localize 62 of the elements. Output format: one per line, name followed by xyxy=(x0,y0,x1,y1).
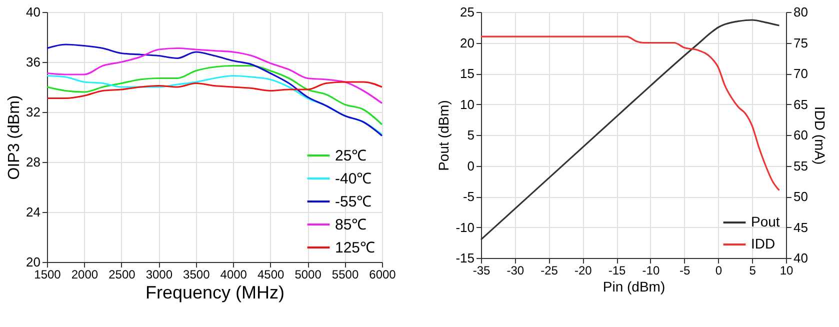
y2-tick-label: 40 xyxy=(794,250,808,266)
x-axis-title: Frequency (MHz) xyxy=(145,282,285,302)
y2-tick-label: 55 xyxy=(794,158,808,174)
x-tick-label: 10 xyxy=(780,264,794,278)
line-series xyxy=(46,64,383,126)
y-tick-label: 40 xyxy=(26,4,40,20)
y-axis-title: Pout (dBm) xyxy=(436,100,452,171)
legend-label: 85℃ xyxy=(335,216,367,234)
y2-tick-label: 70 xyxy=(794,66,808,81)
legend-label: 25℃ xyxy=(335,148,367,164)
x-tick-label: -35 xyxy=(472,264,490,278)
y2-tick-label: 75 xyxy=(794,35,808,50)
x-axis-title: Pin (dBm) xyxy=(602,278,666,294)
y-tick-label: -5 xyxy=(462,189,474,204)
y2-tick-label: 60 xyxy=(794,128,808,142)
y2-axis-title: IDD (mA) xyxy=(812,106,828,165)
y-tick-label: 32 xyxy=(26,104,40,120)
x-tick-label: -10 xyxy=(642,264,660,278)
x-tick-label: 3500 xyxy=(183,268,210,282)
y2-tick-label: 45 xyxy=(794,220,808,235)
y-tick-label: 0 xyxy=(467,158,474,174)
y-axis-title: OIP3 (dBm) xyxy=(6,95,24,180)
x-tick-label: -15 xyxy=(608,264,626,278)
line-series xyxy=(46,81,383,100)
x-tick-label: 4000 xyxy=(220,268,248,282)
line-series xyxy=(46,74,383,136)
y-tick-label: 20 xyxy=(26,254,40,270)
x-tick-label: 6000 xyxy=(369,268,396,282)
x-tick-label: 5 xyxy=(749,264,756,278)
x-tick-label: 5000 xyxy=(294,268,322,282)
x-tick-label: 3000 xyxy=(146,268,173,282)
y-tick-label: 15 xyxy=(460,66,474,81)
x-tick-label: 0 xyxy=(715,264,722,278)
legend-label: -40℃ xyxy=(335,170,372,188)
y2-tick-label: 80 xyxy=(794,4,808,20)
x-tick-label: 2000 xyxy=(71,268,98,282)
y-tick-label: 10 xyxy=(460,96,474,112)
y-tick-label: -10 xyxy=(456,220,474,235)
x-tick-label: 4500 xyxy=(257,268,285,282)
line-series xyxy=(46,44,383,137)
line-series xyxy=(480,36,780,192)
x-tick-label: 1500 xyxy=(34,268,62,282)
y-tick-label: 28 xyxy=(26,154,40,170)
y-tick-label: 5 xyxy=(467,128,474,142)
x-tick-label: 2500 xyxy=(108,268,136,282)
legend-label: 125℃ xyxy=(335,240,376,256)
legend-label: -55℃ xyxy=(335,194,372,210)
y-tick-label: -15 xyxy=(456,250,474,266)
line-series xyxy=(46,47,383,104)
x-tick-label: -20 xyxy=(574,264,592,278)
y2-tick-label: 65 xyxy=(794,96,808,112)
legend-label: IDD xyxy=(751,236,776,252)
y2-tick-label: 50 xyxy=(794,189,808,204)
y-tick-label: 24 xyxy=(26,204,40,220)
x-tick-label: -25 xyxy=(540,264,558,278)
x-tick-label: -5 xyxy=(679,264,690,278)
x-tick-label: 5500 xyxy=(332,268,359,282)
legend-label: Pout xyxy=(751,214,780,230)
y-tick-label: 20 xyxy=(460,35,474,50)
y-tick-label: 36 xyxy=(26,54,40,70)
y-tick-label: 25 xyxy=(460,4,474,20)
x-tick-label: -30 xyxy=(506,264,524,278)
